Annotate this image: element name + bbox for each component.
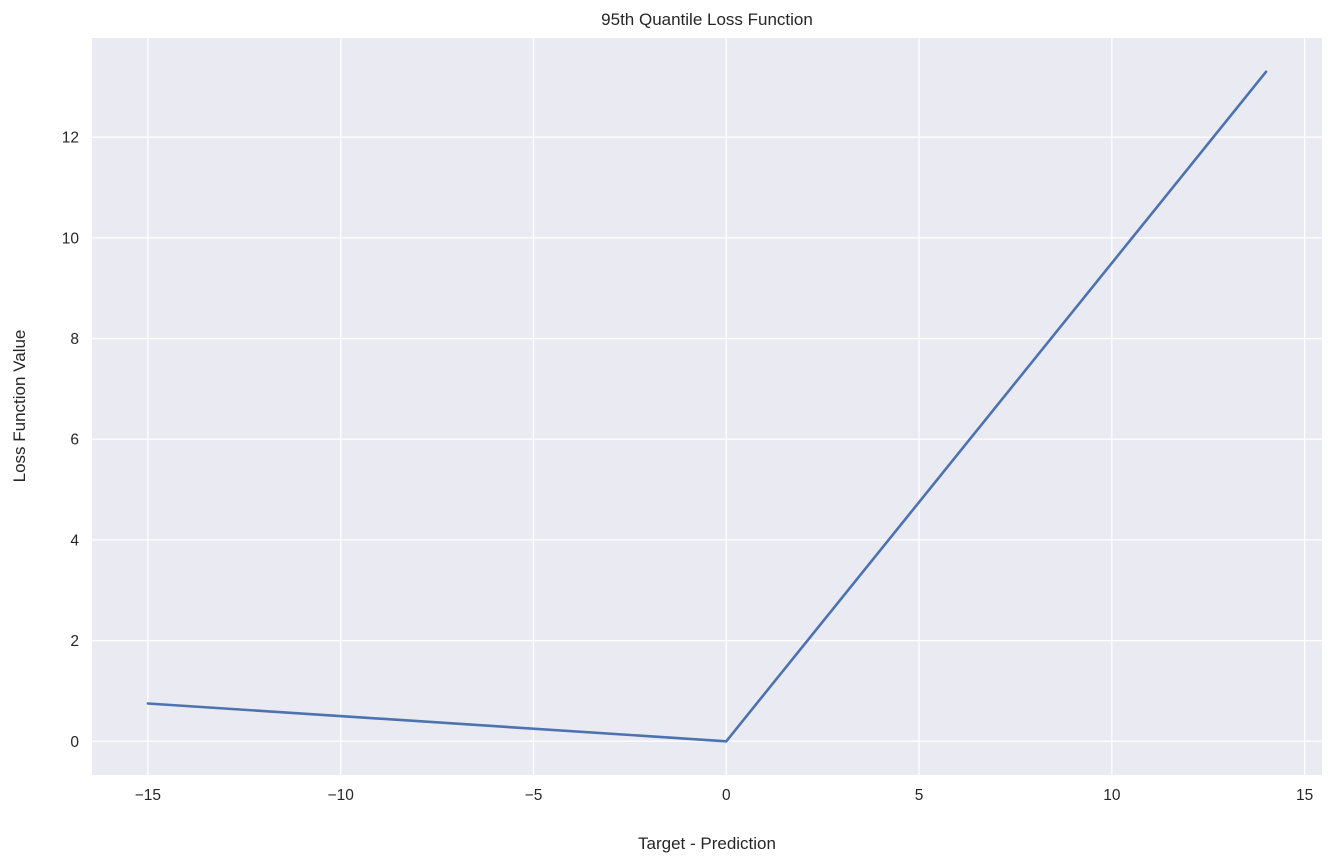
y-tick-label: 4: [70, 532, 79, 549]
y-tick-label: 2: [70, 633, 79, 650]
y-tick-label: 12: [62, 130, 79, 147]
x-tick-label: −15: [135, 787, 161, 804]
y-tick-label: 0: [70, 734, 79, 751]
x-tick-label: 10: [1103, 787, 1121, 804]
x-tick-label: −5: [525, 787, 543, 804]
y-tick-label: 8: [70, 331, 79, 348]
y-tick-label: 6: [70, 432, 79, 449]
x-tick-label: 0: [722, 787, 731, 804]
chart-title: 95th Quantile Loss Function: [601, 10, 813, 29]
axes-background: [92, 38, 1322, 775]
y-tick-label: 10: [62, 230, 80, 247]
quantile-loss-line: [146, 70, 1268, 743]
x-tick-label: 5: [915, 787, 924, 804]
y-axis-label: Loss Function Value: [10, 329, 29, 483]
x-axis-label: Target - Prediction: [638, 834, 776, 853]
x-tick-label: 15: [1296, 787, 1313, 804]
x-tick-label: −10: [328, 787, 355, 804]
